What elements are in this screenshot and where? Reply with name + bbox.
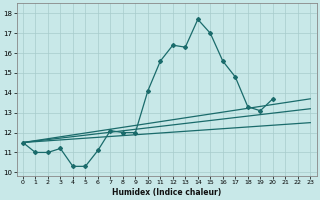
X-axis label: Humidex (Indice chaleur): Humidex (Indice chaleur) bbox=[112, 188, 221, 197]
